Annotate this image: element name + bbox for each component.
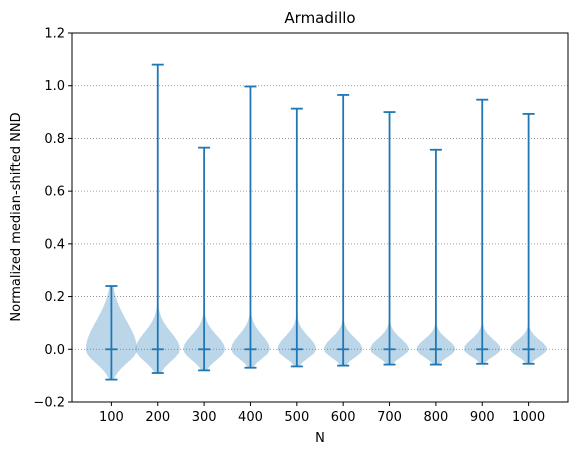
x-tick-label: 200 <box>145 410 170 425</box>
y-tick-label: 0.2 <box>44 290 65 305</box>
axes: −0.2 0.0 0.2 0.4 0.6 0.8 1.0 1.2 100 200 300 400 500… <box>33 27 569 425</box>
x-tick-label: 700 <box>377 410 402 425</box>
x-tick-label: 800 <box>423 410 448 425</box>
y-tick-label: 0.4 <box>44 237 65 252</box>
y-tick-label: 0.0 <box>44 343 65 358</box>
y-tick-label: 0.6 <box>44 185 65 200</box>
y-tick-label: 1.2 <box>44 27 65 42</box>
chart-title: Armadillo <box>284 9 355 27</box>
x-tick-label: 300 <box>192 410 217 425</box>
plot-frame <box>71 32 569 403</box>
violins <box>85 63 547 381</box>
x-axis-label: N <box>315 431 325 446</box>
y-tick-label: 1.0 <box>44 79 65 94</box>
x-tick-label: 500 <box>284 410 309 425</box>
y-axis-label: Normalized median-shifted NND <box>9 112 24 321</box>
x-tick-label: 400 <box>238 410 263 425</box>
y-tick-label: 0.8 <box>44 132 65 147</box>
x-tick-label: 1000 <box>512 410 545 425</box>
x-tick-label: 600 <box>331 410 356 425</box>
y-tick-label: −0.2 <box>33 396 65 411</box>
x-tick-label: 900 <box>470 410 495 425</box>
x-tick-label: 100 <box>99 410 124 425</box>
